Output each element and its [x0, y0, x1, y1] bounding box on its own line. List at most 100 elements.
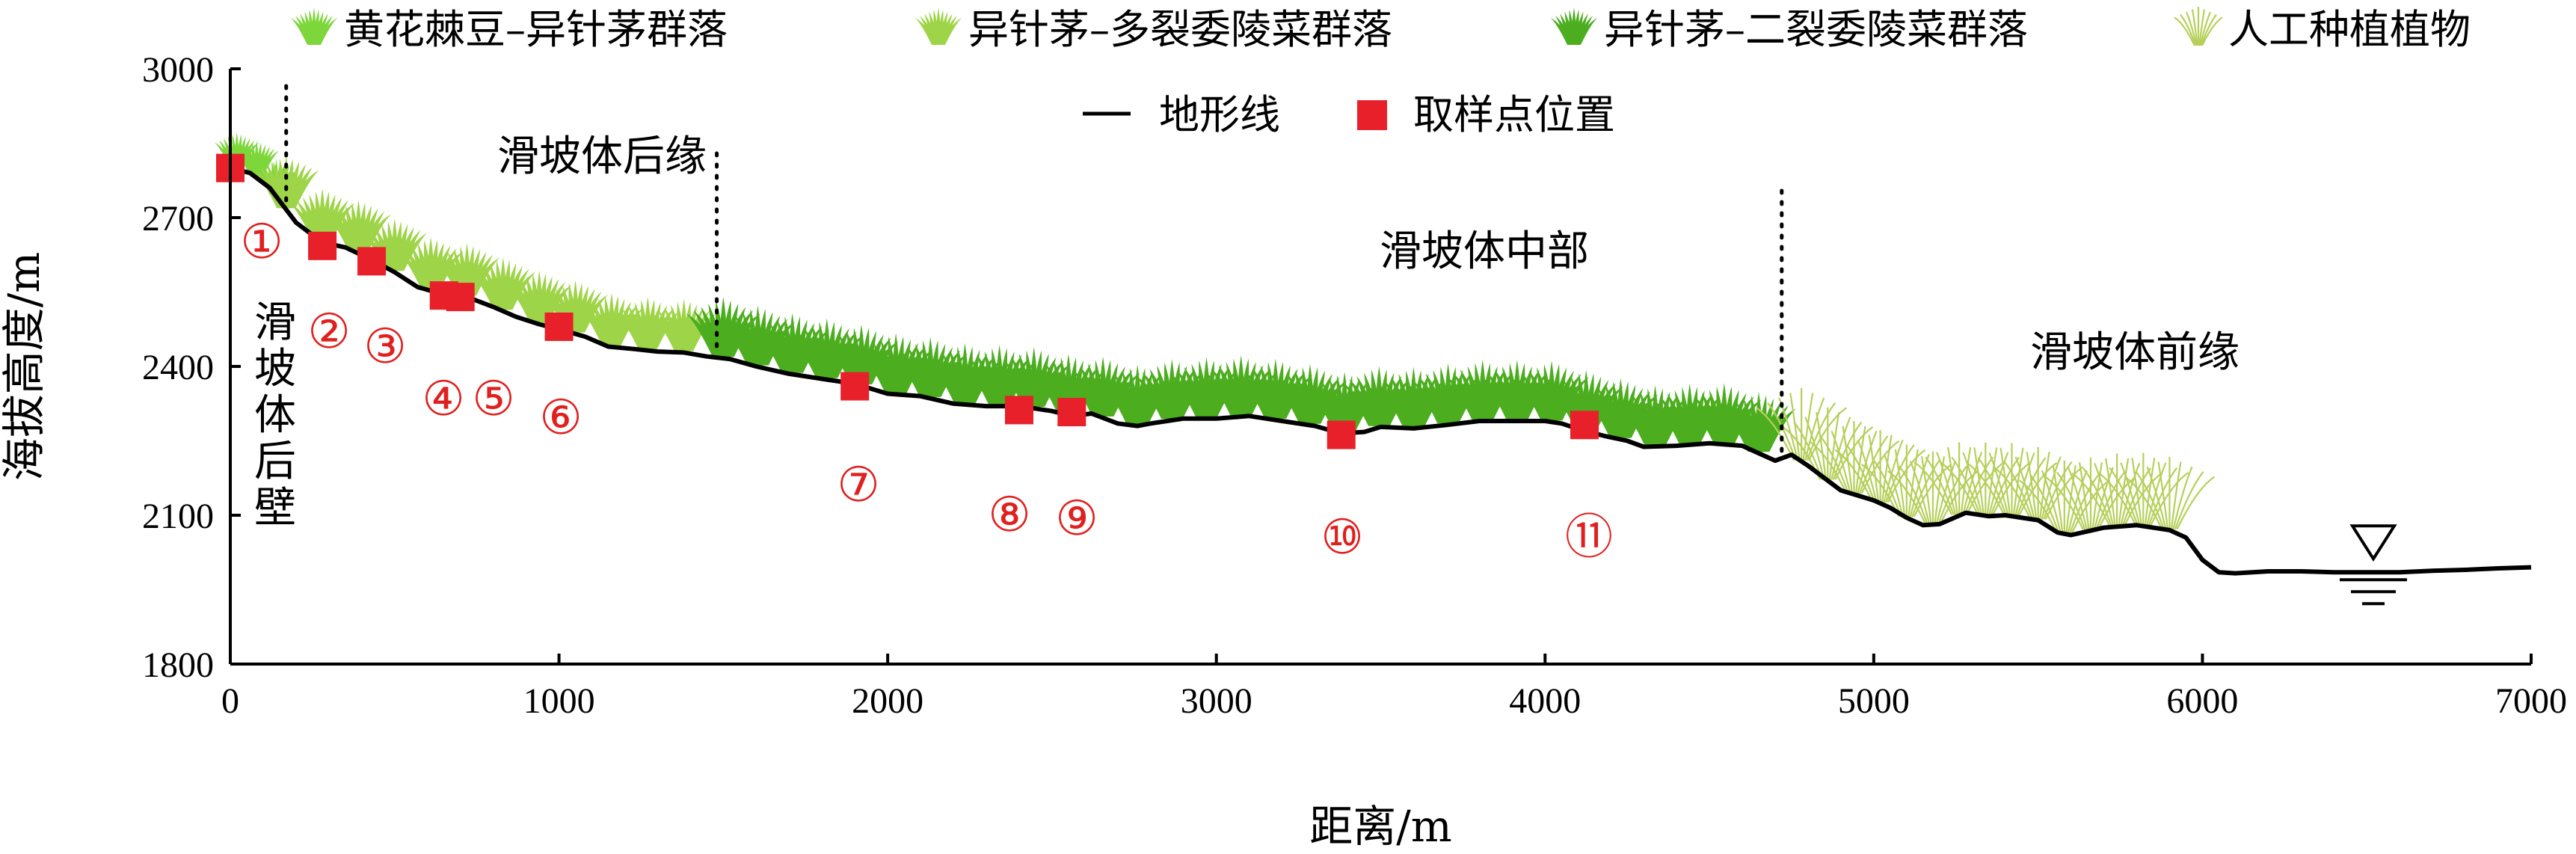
axes: 0 1000 2000 3000 4000 5000 6000 7000 1800 2100 240… [0, 50, 2567, 852]
grass-blade [502, 265, 523, 310]
grass-blade [2201, 16, 2223, 46]
grass-blade [2144, 458, 2156, 526]
grass-blade [1887, 470, 1926, 524]
grass-blade [396, 230, 421, 271]
grass-blade [314, 16, 333, 45]
grass-blade [1908, 449, 1919, 517]
sample-marker-5 [446, 283, 475, 312]
grass-blade [2043, 461, 2073, 520]
grass-blade [357, 205, 372, 253]
x-axis-title: 距离/m [1309, 801, 1452, 852]
grass-blade [2124, 476, 2163, 529]
grass-blade [313, 13, 328, 45]
grass-blade [2041, 456, 2062, 520]
grass-blade [360, 214, 392, 253]
grass-blade [1239, 361, 1256, 416]
grass-blade [1868, 434, 1880, 503]
grass-blade [1804, 397, 1825, 461]
grass-blade [2094, 467, 2114, 530]
x-tick-label: 7000 [2495, 681, 2567, 721]
x-tick-label: 0 [221, 681, 239, 721]
sample-marker-11 [1570, 411, 1599, 440]
x-tick-label: 2000 [852, 681, 923, 721]
grass-blade [2082, 467, 2112, 526]
grass-blade [2180, 14, 2196, 46]
grass-blade [2056, 472, 2086, 530]
grass-blade [1136, 371, 1153, 425]
grass-blade [1830, 417, 1851, 480]
grass-blade [1830, 431, 1851, 494]
grass-blade [1940, 461, 1979, 515]
grass-blade [2004, 461, 2033, 520]
legend-label-5: 地形线 [1159, 91, 1280, 138]
grass-blade [1846, 444, 1875, 503]
grass-blade [1936, 461, 1956, 524]
grass-blade [258, 150, 280, 176]
water-level-icon [2349, 524, 2397, 562]
legend-label-3: 异针茅–二裂委陵菜群落 [1604, 6, 2028, 53]
sample-number-4: ④ [422, 372, 464, 427]
sample-marker-9 [1057, 398, 1086, 427]
grass-blade [646, 302, 661, 349]
grass-blade [2097, 472, 2136, 526]
grass-blade [1857, 431, 1878, 494]
grass-blade [323, 200, 349, 242]
vegetation-tuft-zone-2 [325, 200, 392, 253]
grass-blade [2068, 467, 2088, 530]
rear-wall-label-char: 体 [254, 391, 296, 440]
legend-grass-icon-3 [1550, 7, 1598, 45]
grass-blade [757, 315, 781, 366]
grass-blade [2105, 458, 2116, 526]
grass-blade [394, 227, 415, 271]
sample-marker-8 [1004, 396, 1033, 425]
grass-blade [2186, 11, 2198, 46]
grass-blade [2041, 470, 2062, 533]
sample-number-6: ⑥ [539, 390, 582, 446]
rear-wall-label-char: 坡 [254, 345, 296, 393]
sample-number-8: ⑧ [988, 488, 1030, 543]
sample-number-3: ③ [363, 319, 406, 375]
grass-blade [2157, 461, 2168, 529]
y-tick-label: 2100 [142, 497, 214, 536]
grass-blade [1804, 417, 1825, 480]
grass-blade [1857, 440, 1878, 503]
grass-blade [255, 144, 266, 176]
legend-label-2: 异针茅–多裂委陵菜群落 [968, 6, 1392, 53]
grass-blade [1377, 372, 1395, 426]
grass-blade [2052, 465, 2064, 533]
grass-blade [682, 304, 698, 351]
grass-blade [396, 233, 428, 271]
grass-blade [723, 307, 746, 357]
grass-blade [2174, 471, 2204, 529]
grass-blade [1842, 426, 1853, 494]
y-tick-label: 2400 [142, 348, 214, 387]
grass-blade [2172, 466, 2193, 529]
grass-blade [393, 224, 408, 271]
sample-number-7: ⑦ [837, 458, 879, 513]
grass-blade [538, 276, 553, 323]
grass-blade [358, 208, 378, 253]
legend-grass-icon-1 [290, 7, 338, 45]
grass-blade [2120, 462, 2141, 526]
grass-blade [1973, 447, 1985, 515]
grass-blade [2192, 9, 2198, 46]
grass-blade [2071, 473, 2110, 526]
vegetation-tuft-zone-4 [2097, 452, 2189, 526]
vegetation-tuft-zone-1 [234, 140, 280, 176]
x-tick-label: 4000 [1509, 681, 1581, 721]
grass-blade [1343, 378, 1360, 432]
legend-label-4: 人工种植植物 [2228, 6, 2471, 53]
grass-blade [1894, 449, 1906, 517]
vegetation-tuft-zone-4 [1913, 442, 2005, 515]
sample-number-2: ② [307, 304, 350, 360]
y-tick-label: 2700 [142, 199, 214, 239]
grass-blade [997, 351, 1015, 405]
grass-blade [284, 161, 300, 209]
sample-number-9: ⑨ [1055, 491, 1098, 547]
grass-blade [1309, 373, 1332, 424]
grass-blade [1925, 456, 1955, 515]
sample-number-1: ① [240, 215, 283, 270]
sample-marker-6 [544, 312, 574, 341]
